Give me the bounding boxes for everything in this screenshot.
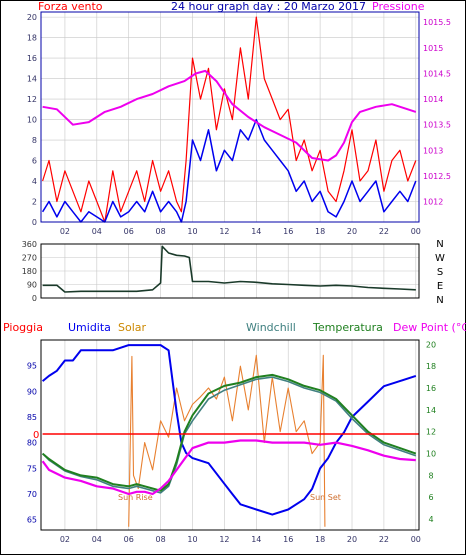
humidity-tick-label: 70 [27, 490, 37, 499]
temperature-tick-label: 6 [428, 493, 433, 502]
y-tick-label: 6 [32, 157, 37, 166]
pressure-tick-label: 1015 [423, 44, 443, 53]
y-tick-label: 0 [32, 218, 37, 227]
windchill-line [42, 376, 417, 494]
x-tick-label: 16 [283, 535, 293, 544]
y-tick-label: 8 [32, 136, 37, 145]
pressure-tick-label: 1012.5 [423, 172, 451, 181]
x-tick-label: 04 [92, 535, 102, 544]
pressure-tick-label: 1012 [423, 198, 443, 207]
humidity-tick-label: 95 [27, 362, 37, 371]
sunrise-label: Sun Rise [118, 493, 153, 502]
y-tick-label: 2 [32, 198, 37, 207]
x-tick-label: 00 [411, 227, 421, 236]
x-tick-label: 10 [187, 227, 197, 236]
compass-label: S [437, 267, 443, 278]
temperature-tick-label: 14 [426, 406, 436, 415]
pressure-tick-label: 1014 [423, 95, 443, 104]
compass-label: N [436, 295, 443, 306]
temperature-tick-label: 16 [426, 384, 436, 393]
solar-label: Solar [118, 321, 147, 334]
y-tick-label: 10 [27, 116, 37, 125]
wind-direction-line [42, 245, 416, 293]
pressure-line [42, 69, 417, 162]
x-tick-label: 12 [219, 535, 229, 544]
direction-tick-label: 180 [22, 267, 37, 276]
humidity-tick-label: 90 [27, 387, 37, 396]
x-tick-label: 08 [156, 227, 166, 236]
x-tick-label: 22 [379, 227, 389, 236]
temperature-tick-label: 18 [426, 362, 436, 371]
x-tick-label: 18 [315, 535, 325, 544]
direction-tick-label: 360 [22, 240, 37, 249]
x-tick-label: 08 [156, 535, 166, 544]
x-tick-label: 06 [124, 535, 134, 544]
humidity-tick-label: 65 [27, 516, 37, 525]
pressure-label: Pressione [372, 0, 425, 13]
pressure-tick-label: 1014.5 [423, 69, 451, 78]
compass-label: W [435, 253, 445, 264]
direction-tick-label: 90 [27, 281, 37, 290]
y-tick-label: 20 [27, 13, 37, 22]
sunset-label: Sun Set [310, 493, 341, 502]
plot-frame [40, 339, 420, 531]
x-tick-label: 10 [187, 535, 197, 544]
humidity-tick-label: 80 [27, 439, 37, 448]
temperature-line [41, 373, 417, 492]
humidity-tick-label: 75 [27, 464, 37, 473]
y-tick-label: 16 [27, 54, 37, 63]
x-tick-label: 02 [60, 535, 70, 544]
compass-label: N [436, 239, 443, 250]
plot-frame [40, 243, 420, 299]
x-tick-label: 20 [347, 227, 357, 236]
humidity-label: Umidita [68, 321, 111, 334]
x-tick-label: 14 [251, 535, 261, 544]
x-tick-label: 02 [60, 227, 70, 236]
pressure-tick-label: 1013.5 [423, 121, 451, 130]
weather-panel: Pioggia Umidita Solar Windchill Temperat… [3, 321, 466, 544]
wind-pressure-panel: Forza vento 24 hour graph day : 20 Marzo… [27, 0, 451, 236]
x-tick-label: 22 [379, 535, 389, 544]
x-tick-label: 12 [219, 227, 229, 236]
rain-zero-label: 0 [33, 430, 39, 441]
x-tick-label: 18 [315, 227, 325, 236]
windchill-label: Windchill [246, 321, 296, 334]
y-tick-label: 14 [27, 75, 37, 84]
plot-frame [40, 11, 420, 223]
direction-tick-label: 0 [32, 294, 37, 303]
direction-tick-label: 270 [22, 254, 37, 263]
x-tick-label: 16 [283, 227, 293, 236]
rain-label: Pioggia [3, 321, 43, 334]
solar-line [128, 354, 326, 527]
dewpoint-label: Dew Point (°C) [393, 321, 466, 334]
x-tick-label: 06 [124, 227, 134, 236]
pressure-tick-label: 1015.5 [423, 18, 451, 27]
temperature-label: Temperatura [312, 321, 383, 334]
wind-speed-label: Forza vento [38, 0, 103, 13]
y-tick-label: 18 [27, 34, 37, 43]
temperature-tick-label: 4 [428, 515, 433, 524]
temperature-tick-label: 12 [426, 428, 436, 437]
y-tick-label: 12 [27, 95, 37, 104]
x-tick-label: 04 [92, 227, 102, 236]
pressure-tick-label: 1013 [423, 146, 443, 155]
compass-label: E [437, 281, 443, 292]
temperature-tick-label: 10 [426, 450, 436, 459]
dewpoint-line [41, 439, 416, 496]
chart-title: 24 hour graph day : 20 Marzo 2017 [171, 0, 366, 13]
humidity-tick-label: 85 [27, 413, 37, 422]
x-tick-label: 00 [411, 535, 421, 544]
humidity-line [41, 344, 417, 516]
temperature-tick-label: 8 [428, 471, 433, 480]
y-tick-label: 4 [32, 177, 37, 186]
temperature-tick-label: 20 [426, 340, 436, 349]
x-tick-label: 20 [347, 535, 357, 544]
x-tick-label: 14 [251, 227, 261, 236]
